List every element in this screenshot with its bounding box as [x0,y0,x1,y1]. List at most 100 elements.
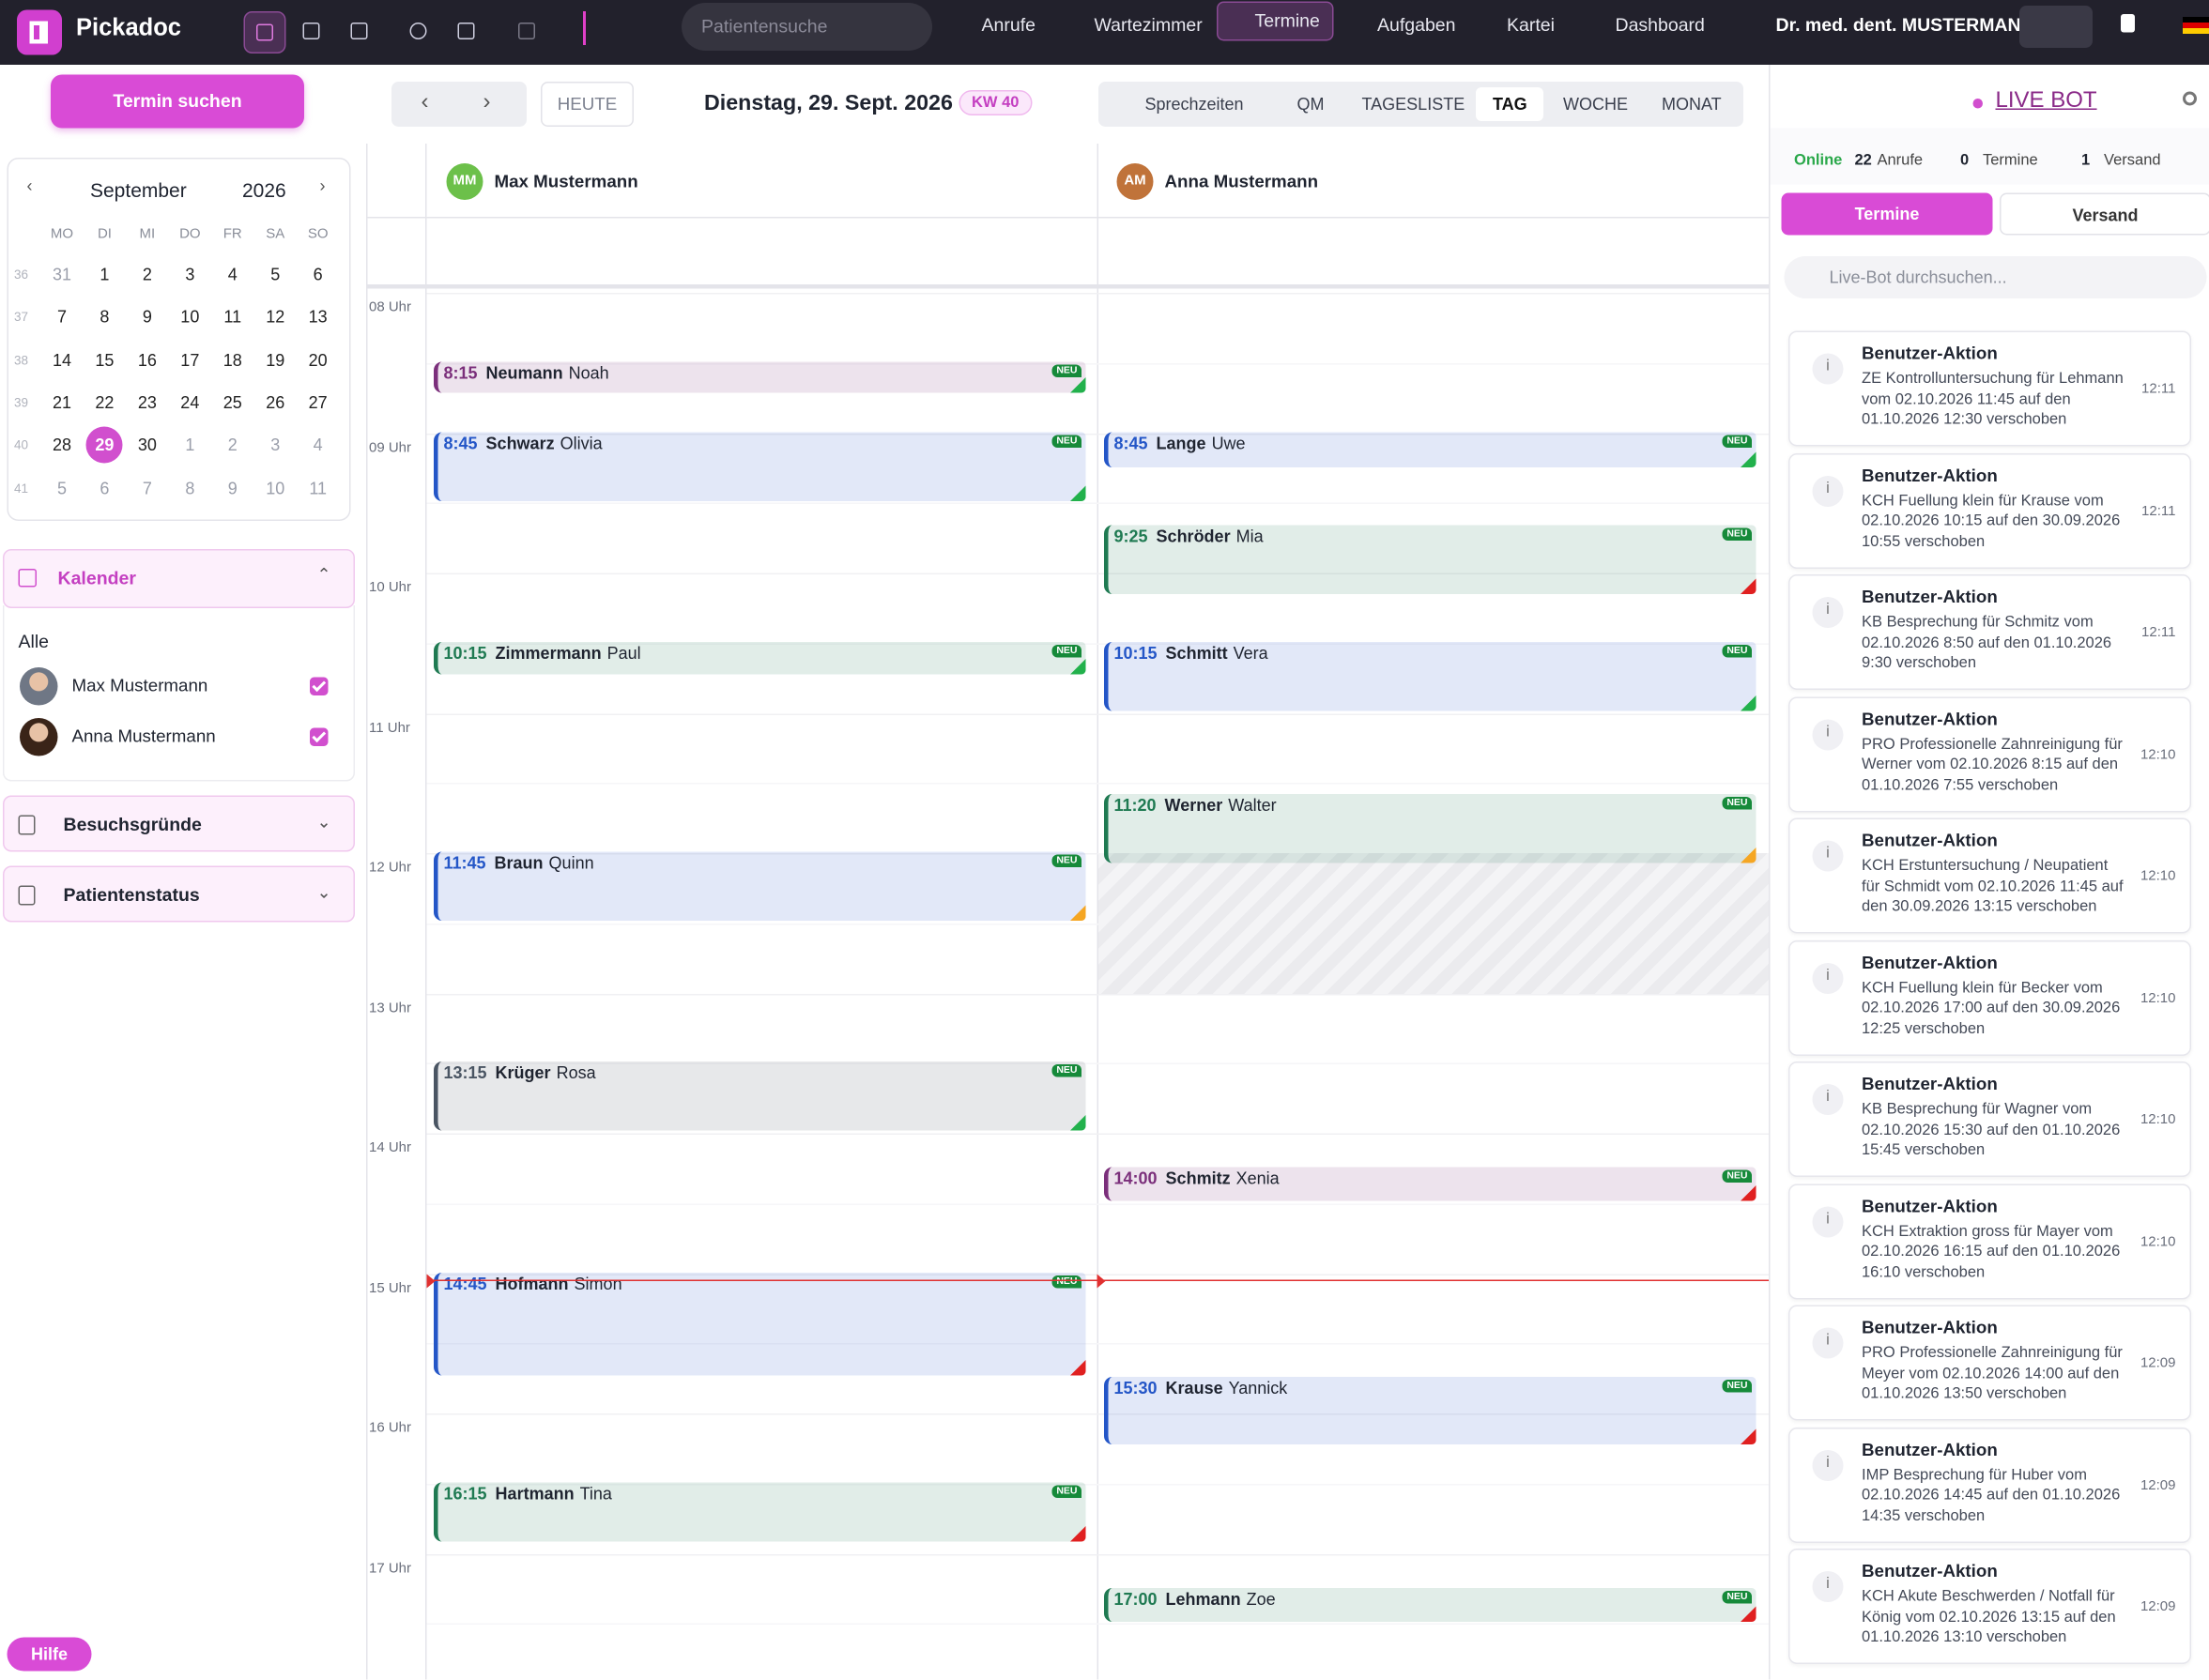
day[interactable]: 23 [137,392,157,413]
view-tab[interactable]: TAG [1476,87,1544,121]
prev-month[interactable]: ‹ [26,176,33,196]
day[interactable]: 5 [56,478,68,498]
nav-link[interactable]: Dashboard [1615,14,1705,36]
day[interactable]: 2 [227,435,238,455]
day[interactable]: 28 [52,435,72,455]
settings-icon[interactable] [2183,91,2197,106]
appointment[interactable]: 11:45 Braun Quinn NEU [434,851,1086,922]
appointment[interactable]: 15:30 Krause Yannick NEU [1104,1377,1756,1445]
day[interactable]: 9 [227,478,238,498]
day[interactable]: 27 [308,392,328,413]
day[interactable]: 22 [95,392,115,413]
user-menu[interactable] [2019,6,2093,48]
nav-link[interactable]: Aufgaben [1377,14,1456,36]
day[interactable]: 8 [100,307,110,328]
bot-item[interactable]: Benutzer-Aktion KB Besprechung für Wagner… [1788,1061,2191,1177]
nav-link[interactable]: Termine [1217,1,1334,41]
day[interactable]: 19 [266,349,285,370]
day[interactable]: 26 [266,392,285,413]
bot-tab[interactable]: Versand [2000,192,2209,236]
view-tab[interactable]: MONAT [1662,94,1722,115]
brand[interactable]: Pickadoc [76,14,181,41]
all-label[interactable]: Alle [18,631,50,652]
announce-icon[interactable] [447,11,486,51]
appointment[interactable]: 10:15 Schmitt Vera NEU [1104,641,1756,711]
day[interactable]: 16 [137,349,157,370]
clipboard-icon[interactable] [2121,14,2135,33]
checkbox[interactable] [310,677,329,695]
nav-link[interactable]: Wartezimmer [1094,14,1203,36]
day[interactable]: 20 [308,349,328,370]
day[interactable]: 6 [100,478,110,498]
day[interactable]: 1 [100,265,110,284]
day[interactable]: 25 [222,392,242,413]
nav-link[interactable]: Kartei [1507,14,1555,36]
day[interactable]: 5 [270,265,281,284]
day[interactable]: 15 [95,349,115,370]
calendar-icon[interactable] [243,11,286,53]
appointment[interactable]: 17:00 Lehmann Zoe NEU [1104,1587,1756,1622]
appointment[interactable]: 16:15 Hartmann Tina NEU [434,1482,1086,1542]
day[interactable]: 1 [185,435,195,455]
appointment[interactable]: 14:00 Schmitz Xenia NEU [1104,1167,1756,1201]
day[interactable]: 11 [223,307,242,328]
bot-item[interactable]: Benutzer-Aktion KCH Fuellung klein für Be… [1788,939,2191,1056]
view-tab[interactable]: TAGESLISTE [1361,94,1465,115]
day[interactable]: 9 [142,307,152,328]
search-appointment-button[interactable]: Termin suchen [51,74,304,129]
flag-de[interactable] [2183,17,2209,34]
bot-tab[interactable]: Termine [1781,192,1993,236]
day[interactable]: 4 [313,435,323,455]
patient-search[interactable]: Patientensuche [682,3,932,51]
day[interactable]: 21 [52,392,72,413]
day[interactable]: 11 [309,478,328,498]
bot-item[interactable]: Benutzer-Aktion KCH Fuellung klein für Kr… [1788,452,2191,569]
live-bot-title[interactable]: LIVE BOT [1995,88,2097,114]
next-month[interactable]: › [319,176,326,196]
day[interactable]: 30 [137,435,157,455]
bot-item[interactable]: Benutzer-Aktion KCH Extraktion gross für … [1788,1183,2191,1299]
bot-item[interactable]: Benutzer-Aktion PRO Professionelle Zahnre… [1788,1305,2191,1421]
bot-icon[interactable] [507,11,546,51]
help-button[interactable]: Hilfe [7,1637,92,1672]
day[interactable]: 14 [52,349,72,370]
filter-section[interactable]: Besuchsgründe ⌃ [3,795,355,852]
filter-section[interactable]: Patientenstatus ⌃ [3,865,355,923]
appointment[interactable]: 13:15 Krüger Rosa NEU [434,1061,1086,1132]
day[interactable]: 13 [308,307,328,328]
appointment[interactable]: 9:25 Schröder Mia NEU [1104,525,1756,594]
person-name[interactable]: Max Mustermann [71,676,208,695]
day[interactable]: 10 [180,307,200,328]
day[interactable]: 29 [85,426,123,464]
day[interactable]: 17 [180,349,200,370]
day[interactable]: 7 [56,307,68,328]
view-tab[interactable]: QM [1296,94,1325,115]
appointment[interactable]: 11:20 Werner Walter NEU [1104,793,1756,863]
day[interactable]: 8 [185,478,195,498]
view-tab[interactable]: WOCHE [1563,94,1628,115]
video-icon[interactable] [340,11,379,51]
day[interactable]: 31 [52,265,72,284]
bot-item[interactable]: Benutzer-Aktion PRO Professionelle Zahnre… [1788,695,2191,812]
appointment[interactable]: 8:45 Lange Uwe NEU [1104,431,1756,467]
today-button[interactable]: HEUTE [541,82,634,127]
bot-item[interactable]: Benutzer-Aktion IMP Besprechung für Huber… [1788,1427,2191,1543]
nav-link[interactable]: Anrufe [981,14,1035,36]
day[interactable]: 7 [142,478,152,498]
day[interactable]: 24 [180,392,200,413]
appointment[interactable]: 8:45 Schwarz Olivia NEU [434,431,1086,501]
bot-item[interactable]: Benutzer-Aktion KB Besprechung für Schmit… [1788,574,2191,690]
day[interactable]: 12 [266,307,285,328]
user-name[interactable]: Dr. med. dent. MUSTERMANN [1775,14,2034,36]
next-day[interactable]: › [483,90,491,115]
edit-icon[interactable] [292,11,331,51]
appointment[interactable]: 10:15 Zimmermann Paul NEU [434,641,1086,675]
phone-icon[interactable] [399,11,438,51]
day[interactable]: 3 [270,435,281,455]
day[interactable]: 18 [222,349,242,370]
kalender-section[interactable]: Kalender ⌃ [3,549,355,608]
checkbox[interactable] [310,727,329,746]
day[interactable]: 4 [227,265,238,284]
live-bot-search[interactable]: Live-Bot durchsuchen... [1784,256,2207,298]
prev-day[interactable]: ‹ [421,90,429,115]
